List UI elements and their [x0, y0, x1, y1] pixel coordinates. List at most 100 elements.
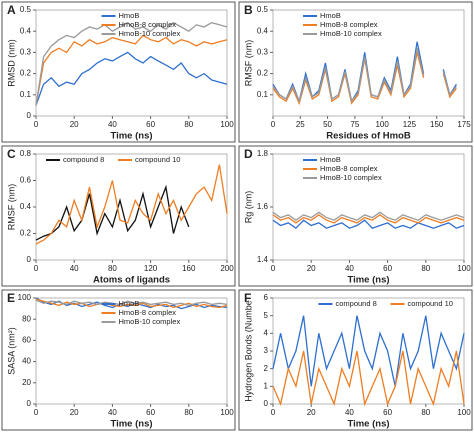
legend-label: HmoB-10 complex	[119, 29, 181, 38]
panel: A 0 20 40 60 80 100 0 0.1 0.2 0.3 0.4 0.5 Time (ns) RM…	[1, 1, 236, 143]
x-tick-label: 80	[108, 264, 117, 273]
panel-frame	[238, 289, 473, 431]
y-tick-label: 0.2	[20, 69, 32, 78]
panel: F 0 20 40 60 80 100 0 1 2 3 4 5 6 Time (ns) Hydrogen Bo…	[238, 289, 473, 431]
plot-area	[35, 153, 228, 261]
legend-label: compound 10	[408, 299, 453, 308]
panel-label: D	[244, 147, 253, 161]
panel-frame	[1, 1, 236, 143]
x-axis-title: Time (ns)	[110, 131, 152, 142]
x-tick-label: 20	[70, 120, 79, 129]
panel: B 0 25 50 75 100 125 150 175 0.1 0.2 0.3 0.4 0.5 Resid…	[238, 1, 473, 143]
series-line	[272, 214, 465, 224]
plot-area	[35, 9, 228, 117]
panel-label: C	[7, 147, 16, 161]
y-tick-label: 5	[264, 311, 269, 320]
x-tick-label: 40	[345, 264, 354, 273]
y-tick-label: 80	[22, 314, 31, 323]
y-axis-title: RMSF (nm)	[243, 40, 253, 87]
y-axis-title: RMSD (nm)	[6, 39, 16, 87]
x-tick-label: 200	[220, 264, 234, 273]
x-tick-label: 80	[421, 408, 430, 417]
x-tick-label: 150	[430, 120, 444, 129]
series-line	[35, 51, 228, 106]
panel: D 0 20 40 60 80 100 1.4 1.6 1.8 Time (ns) Rg (nm) Hm…	[238, 145, 473, 287]
panel-frame	[1, 145, 236, 287]
x-tick-label: 0	[271, 408, 276, 417]
y-tick-label: 0	[27, 111, 32, 120]
series-line	[272, 211, 465, 221]
panel-label: F	[244, 291, 251, 305]
legend-label: HmoB-8 complex	[320, 164, 378, 173]
legend-label: HmoB	[119, 11, 140, 20]
x-tick-label: 80	[184, 120, 193, 129]
x-tick-label: 0	[34, 264, 39, 273]
legend-label: HmoB	[320, 11, 341, 20]
y-tick-label: 6	[264, 293, 269, 302]
y-tick-label: 20	[22, 378, 31, 387]
y-tick-label: 0.5	[20, 5, 32, 14]
y-axis-title: RMSF (nm)	[6, 184, 16, 231]
y-tick-label: 1.8	[257, 149, 269, 158]
x-tick-label: 80	[184, 408, 193, 417]
legend-label: HmoB-8 complex	[320, 20, 378, 29]
panel-frame	[1, 289, 236, 431]
y-axis-title: Rg (nm)	[243, 191, 253, 224]
y-tick-label: 2	[264, 364, 269, 373]
series-line	[35, 34, 228, 106]
y-tick-label: 0.2	[20, 229, 32, 238]
x-tick-label: 120	[144, 264, 158, 273]
x-tick-label: 40	[345, 408, 354, 417]
x-tick-label: 100	[220, 408, 234, 417]
x-axis-title: Atoms of ligands	[93, 275, 170, 286]
legend-label: compound 8	[63, 155, 104, 164]
x-tick-label: 100	[457, 264, 471, 273]
x-tick-label: 100	[375, 120, 389, 129]
series-line	[35, 164, 228, 245]
x-tick-label: 50	[323, 120, 332, 129]
x-tick-label: 60	[383, 264, 392, 273]
x-tick-label: 100	[457, 408, 471, 417]
y-tick-label: 0.1	[20, 90, 32, 99]
series-line	[35, 299, 228, 307]
legend-label: HmoB-10 complex	[119, 317, 181, 326]
series-line	[35, 21, 228, 106]
x-tick-label: 25	[296, 120, 305, 129]
x-tick-label: 125	[403, 120, 417, 129]
y-tick-label: 0.1	[257, 90, 269, 99]
series-line	[35, 298, 228, 309]
x-tick-label: 0	[34, 120, 39, 129]
x-tick-label: 20	[70, 408, 79, 417]
y-tick-label: 0	[27, 255, 32, 264]
series-line	[272, 350, 465, 407]
x-tick-label: 60	[146, 408, 155, 417]
y-tick-label: 0.3	[20, 48, 32, 57]
y-tick-label: 0.2	[257, 69, 269, 78]
y-tick-label: 0.3	[257, 48, 269, 57]
panel-label: E	[7, 291, 15, 305]
y-tick-label: 40	[22, 357, 31, 366]
x-axis-title: Residues of HmoB	[326, 131, 411, 142]
legend-label: HmoB-8 complex	[119, 20, 177, 29]
y-tick-label: 0	[27, 399, 32, 408]
panel-label: B	[244, 3, 253, 17]
x-tick-label: 75	[350, 120, 359, 129]
panel: C 0 40 80 120 160 200 0 0.2 0.4 0.6 0.8 Atoms of lig…	[1, 145, 236, 287]
y-tick-label: 3	[264, 346, 269, 355]
legend-label: HmoB-10 complex	[320, 173, 382, 182]
y-tick-label: 1.4	[257, 255, 269, 264]
y-tick-label: 0.6	[20, 176, 32, 185]
series-line	[272, 219, 465, 230]
x-tick-label: 100	[220, 120, 234, 129]
y-tick-label: 0.4	[20, 26, 32, 35]
series-line	[35, 184, 190, 241]
y-axis-title: Hydrogen Bonds (Numbe	[243, 300, 253, 402]
x-tick-label: 40	[108, 120, 117, 129]
legend-label: HmoB	[320, 155, 341, 164]
panel-frame	[238, 1, 473, 143]
x-tick-label: 60	[146, 120, 155, 129]
y-tick-label: 0.5	[257, 5, 269, 14]
series-line	[272, 41, 457, 104]
plot-area	[272, 9, 465, 117]
